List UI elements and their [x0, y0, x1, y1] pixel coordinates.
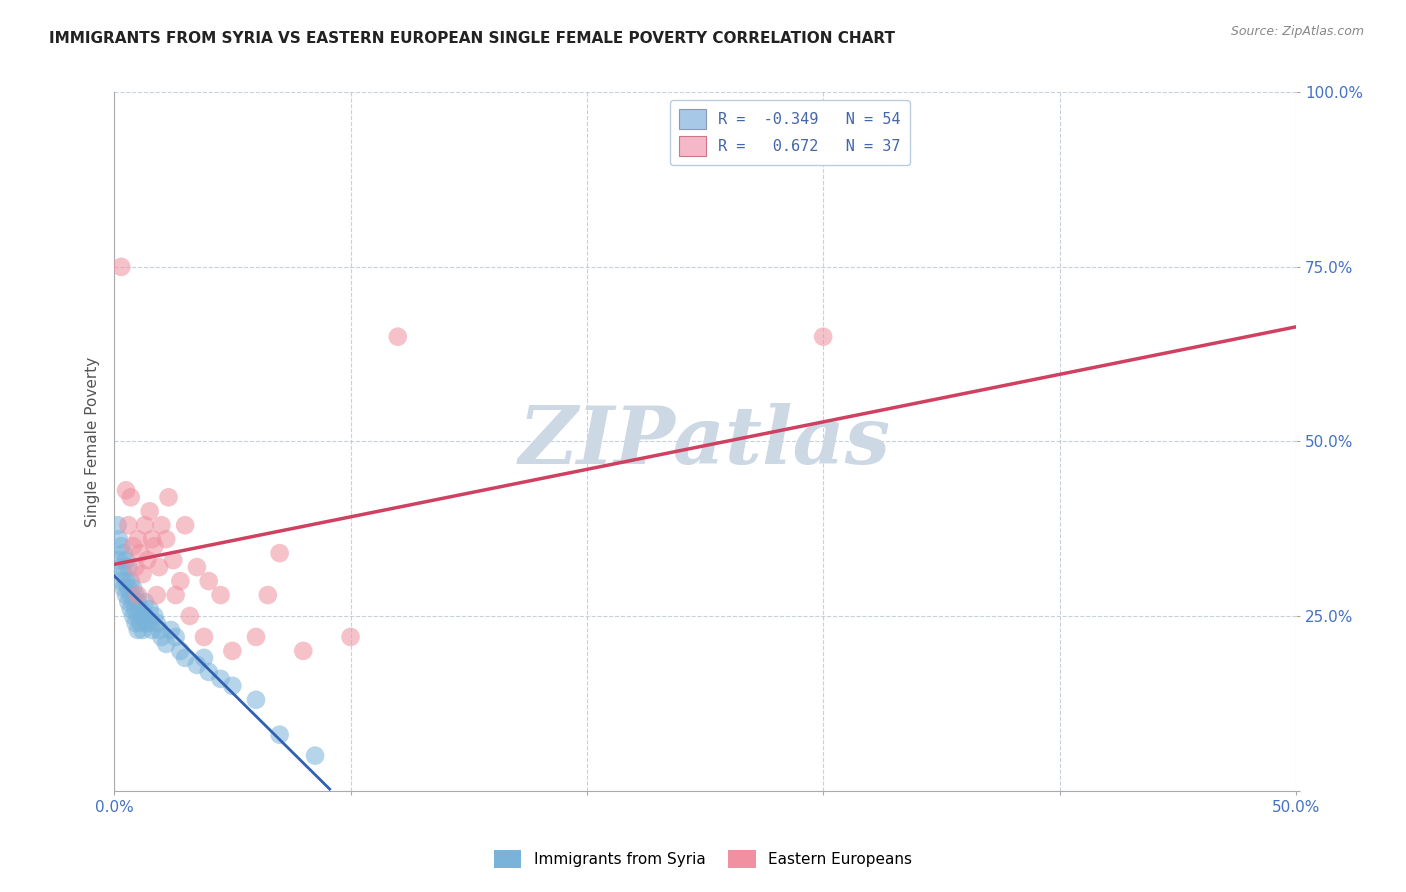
Point [145, 588, 167, 602]
Point [124, 602, 146, 616]
Point [110, 260, 132, 274]
Point [120, 574, 142, 588]
Point [115, 483, 138, 498]
Point [120, 588, 142, 602]
Point [292, 644, 315, 658]
Point [127, 588, 149, 602]
Point [129, 602, 152, 616]
Point [108, 553, 131, 567]
Point [131, 623, 153, 637]
Point [112, 581, 135, 595]
Point [387, 329, 409, 343]
Point [245, 630, 267, 644]
Point [138, 504, 160, 518]
Point [148, 560, 170, 574]
Point [150, 630, 173, 644]
Point [193, 630, 215, 644]
Point [115, 588, 138, 602]
Point [110, 560, 132, 574]
Point [127, 532, 149, 546]
Point [141, 532, 163, 546]
Point [112, 567, 135, 582]
Point [197, 574, 219, 588]
Point [124, 560, 146, 574]
Point [117, 560, 139, 574]
Point [138, 615, 160, 630]
Point [150, 518, 173, 533]
Point [127, 623, 149, 637]
Point [193, 651, 215, 665]
Point [136, 553, 159, 567]
Point [136, 615, 159, 630]
Point [134, 518, 156, 533]
Text: Source: ZipAtlas.com: Source: ZipAtlas.com [1230, 25, 1364, 38]
Point [197, 665, 219, 679]
Point [122, 539, 145, 553]
Point [304, 748, 326, 763]
Point [174, 651, 197, 665]
Point [145, 615, 167, 630]
Point [122, 595, 145, 609]
Point [169, 644, 191, 658]
Point [256, 588, 278, 602]
Point [129, 615, 152, 630]
Point [148, 623, 170, 637]
Point [160, 623, 183, 637]
Point [179, 609, 201, 624]
Point [134, 609, 156, 624]
Point [155, 532, 177, 546]
Point [120, 491, 142, 505]
Point [131, 567, 153, 582]
Point [169, 574, 191, 588]
Point [269, 728, 291, 742]
Point [143, 609, 166, 624]
Point [165, 588, 187, 602]
Point [157, 491, 180, 505]
Point [124, 615, 146, 630]
Point [131, 609, 153, 624]
Y-axis label: Single Female Poverty: Single Female Poverty [86, 356, 100, 526]
Point [269, 546, 291, 560]
Point [141, 623, 163, 637]
Point [117, 581, 139, 595]
Point [209, 672, 232, 686]
Text: ZIPatlas: ZIPatlas [519, 402, 891, 480]
Point [110, 539, 132, 553]
Point [122, 609, 145, 624]
Point [127, 595, 149, 609]
Point [221, 644, 243, 658]
Point [107, 518, 129, 533]
Point [155, 637, 177, 651]
Point [221, 679, 243, 693]
Point [117, 595, 139, 609]
Point [186, 560, 208, 574]
Point [209, 588, 232, 602]
Point [115, 574, 138, 588]
Point [162, 553, 184, 567]
Legend: Immigrants from Syria, Eastern Europeans: Immigrants from Syria, Eastern Europeans [488, 844, 918, 873]
Point [108, 532, 131, 546]
Point [245, 692, 267, 706]
Point [138, 602, 160, 616]
Point [811, 329, 834, 343]
Point [143, 539, 166, 553]
Point [112, 546, 135, 560]
Point [127, 609, 149, 624]
Point [165, 630, 187, 644]
Point [110, 574, 132, 588]
Point [129, 546, 152, 560]
Point [339, 630, 361, 644]
Point [174, 518, 197, 533]
Point [117, 518, 139, 533]
Point [134, 595, 156, 609]
Point [124, 588, 146, 602]
Text: IMMIGRANTS FROM SYRIA VS EASTERN EUROPEAN SINGLE FEMALE POVERTY CORRELATION CHAR: IMMIGRANTS FROM SYRIA VS EASTERN EUROPEA… [49, 31, 896, 46]
Legend: R =  -0.349   N = 54, R =   0.672   N = 37: R = -0.349 N = 54, R = 0.672 N = 37 [669, 100, 910, 165]
Point [186, 657, 208, 672]
Point [120, 602, 142, 616]
Point [115, 553, 138, 567]
Point [122, 581, 145, 595]
